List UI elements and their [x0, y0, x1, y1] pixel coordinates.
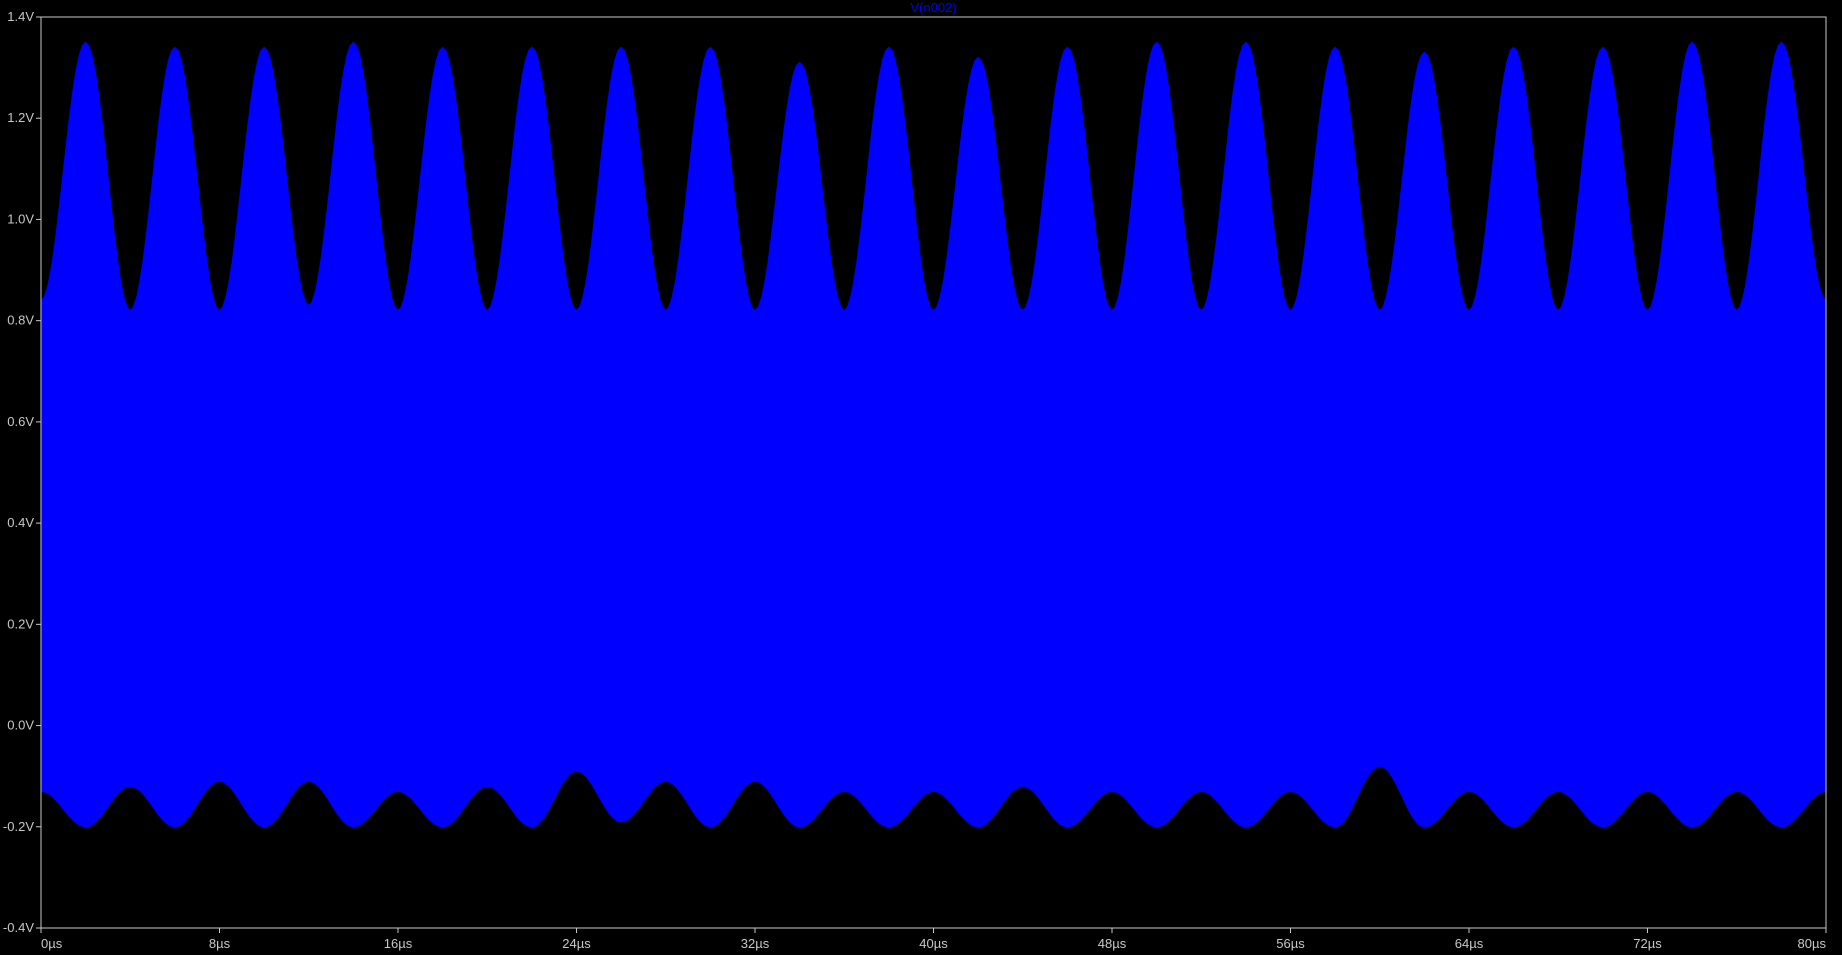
- x-tick-label: 56µs: [1276, 936, 1305, 951]
- x-tick-label: 40µs: [919, 936, 948, 951]
- y-tick-label: 1.0V: [7, 211, 34, 226]
- x-tick-label: 0µs: [41, 936, 63, 951]
- y-tick-label: 1.2V: [7, 110, 34, 125]
- x-tick-label: 16µs: [384, 936, 413, 951]
- y-tick-label: -0.2V: [3, 819, 34, 834]
- x-tick-label: 72µs: [1633, 936, 1662, 951]
- x-axis: 0µs 8µs 16µs 24µs 32µs 40µs 48µs 56µs 64µs 72µs 80…: [40, 928, 1827, 951]
- x-tick-label: 80µs: [1798, 936, 1827, 951]
- y-tick-label: 1.4V: [7, 9, 34, 24]
- x-tick-label: 24µs: [562, 936, 591, 951]
- y-axis: -0.4V -0.2V 0.0V 0.2V 0.4V 0.6V 0.8V 1.0V 1.2V 1.…: [3, 9, 41, 935]
- trace-label-v-n002[interactable]: V(n002): [910, 0, 956, 15]
- y-tick-label: 0.0V: [7, 718, 34, 733]
- y-tick-label: 0.4V: [7, 515, 34, 530]
- y-tick-label: 0.2V: [7, 616, 34, 631]
- x-tick-label: 32µs: [741, 936, 770, 951]
- y-tick-label: 0.8V: [7, 313, 34, 328]
- y-tick-label: -0.4V: [3, 920, 34, 935]
- y-tick-label: 0.6V: [7, 414, 34, 429]
- x-tick-label: 48µs: [1098, 936, 1127, 951]
- x-tick-label: 8µs: [209, 936, 231, 951]
- x-tick-label: 64µs: [1455, 936, 1484, 951]
